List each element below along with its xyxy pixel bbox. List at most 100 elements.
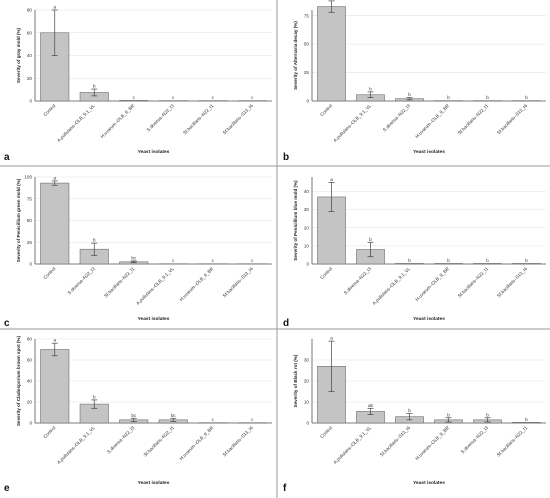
x-tick-label: Sf.bacillaris–N22_I1: [103, 266, 136, 299]
x-tick-label: Control: [319, 266, 333, 280]
significance-letter: bc: [131, 413, 137, 418]
significance-letter: c: [172, 258, 175, 263]
y-tick-label: 30: [304, 358, 310, 363]
y-axis-title: Severity of Penicillium blue mold (%): [293, 180, 298, 261]
y-tick-label: 20: [304, 225, 310, 230]
significance-letter: b: [525, 417, 528, 422]
x-tick-label: H.uvarum–OLB_9_BR: [414, 103, 450, 139]
y-axis-title: Severity of Cladosporium brown spot (%): [16, 335, 21, 426]
significance-letter: a: [53, 175, 56, 180]
panel-e: 0 20 40 60 80 a Control b A.pullulans–OLB_9.1_VL…: [4, 335, 272, 494]
x-tick-label: Sf.bacillaris–N22_I1: [457, 103, 490, 136]
x-tick-label: S.diversa–N22_I3: [146, 103, 176, 133]
y-tick-label: 0: [29, 421, 32, 426]
x-tick-label: Sf.bacillaris–S13_I6: [222, 103, 255, 136]
significance-letter: b: [486, 412, 489, 417]
y-tick-label: 10: [304, 243, 310, 248]
y-tick-label: 20: [27, 400, 33, 405]
bar: [473, 263, 502, 265]
bar: [40, 182, 70, 265]
y-axis-title: Severity of Black rot (%): [293, 354, 298, 407]
x-tick-label: Sf.bacillaris–S13_I6: [496, 103, 529, 136]
x-tick-label: S.diversa–N22_I3: [382, 103, 412, 133]
chart-panels: 0 20 40 60 80 a Control b A.pullulans–OLB_9.1_VL…: [4, 0, 546, 494]
significance-letter: c: [212, 417, 215, 422]
x-tick-label: S.diversa–N22_I3: [106, 425, 136, 455]
panel-letter: d: [283, 318, 289, 329]
y-tick-label: 80: [27, 8, 33, 13]
x-axis-title: Yeast isolates: [413, 149, 445, 155]
x-axis-title: Yeast isolates: [138, 480, 170, 486]
significance-letter: b: [93, 238, 96, 243]
y-tick-label: 50: [27, 218, 33, 223]
panel-f: 0 10 20 30 a Control ab A.pullulans–OLB_9.1_VL b…: [283, 336, 546, 494]
y-tick-label: 75: [27, 196, 33, 201]
x-tick-label: Sf.bacillaris–S13_I6: [222, 266, 255, 299]
x-tick-label: H.uvarum–OLB_9_BR: [179, 266, 215, 302]
significance-letter: b: [369, 237, 372, 242]
x-tick-label: A.pullulans–OLB_9.1_VL: [371, 266, 411, 306]
x-tick-label: Sf.bacillaris–N22_I1: [496, 425, 529, 458]
bar: [119, 100, 149, 102]
y-tick-label: 0: [306, 421, 309, 426]
significance-letter: b: [408, 408, 411, 413]
x-tick-label: S.diversa–N22_I3: [460, 425, 490, 455]
y-tick-label: 40: [304, 189, 310, 194]
panel-letter: a: [4, 152, 10, 163]
y-tick-label: 40: [27, 379, 33, 384]
y-axis-title: Severity of Penicillium green mold (%): [16, 178, 21, 262]
x-tick-label: S.diversa–N22_I3: [67, 266, 97, 296]
panel-a: 0 20 40 60 80 a Control b A.pullulans–OLB_9.1_VL…: [4, 5, 272, 163]
significance-letter: b: [447, 412, 450, 417]
significance-letter: b: [408, 258, 411, 263]
x-tick-label: S.diversa–N22_I3: [343, 266, 373, 296]
x-tick-label: Sf.bacillaris–N22_I1: [143, 425, 176, 458]
significance-letter: b: [408, 92, 411, 97]
panel-letter: b: [283, 152, 289, 163]
significance-letter: b: [486, 258, 489, 263]
panel-d: 0 10 20 30 40 a Control b S.diversa–N22_I3 b A.pul…: [283, 177, 546, 329]
significance-letter: a: [53, 5, 56, 10]
y-tick-label: 20: [304, 379, 310, 384]
panel-letter: e: [4, 483, 10, 494]
bar: [40, 349, 70, 424]
x-tick-label: A.pullulans–OLB_9.1_VL: [332, 425, 372, 465]
significance-letter: c: [212, 258, 215, 263]
significance-letter: a: [330, 336, 333, 341]
bar: [395, 263, 424, 265]
panel-b: 0255075aControlbA.pullulans–OLB_9.1_VLbS…: [283, 0, 546, 163]
panel-c: 0 25 50 75 100 a Control b S.diversa–N22_I3 bc Sf.…: [4, 175, 272, 329]
x-axis-title: Yeast isolates: [413, 316, 445, 322]
y-tick-label: 0: [29, 99, 32, 104]
x-tick-label: Sf.bacillaris–N22_I1: [457, 266, 490, 299]
significance-letter: a: [330, 177, 333, 182]
y-tick-label: 60: [27, 358, 33, 363]
x-tick-label: Control: [319, 103, 333, 117]
significance-letter: b: [447, 95, 450, 100]
y-tick-label: 0: [29, 262, 32, 267]
significance-letter: b: [525, 95, 528, 100]
x-tick-label: Control: [319, 425, 333, 439]
significance-letter: bc: [171, 413, 177, 418]
y-axis-title: Severity of Alternaria decay (%): [293, 21, 298, 90]
significance-letter: c: [172, 95, 175, 100]
significance-letter: b: [486, 95, 489, 100]
x-tick-label: H.uvarum–OLB_9_BR: [414, 425, 450, 461]
y-tick-label: 60: [27, 30, 33, 35]
bar: [512, 263, 541, 265]
x-axis-title: Yeast isolates: [138, 316, 170, 322]
y-tick-label: 10: [304, 400, 310, 405]
significance-letter: c: [251, 95, 254, 100]
y-tick-label: 50: [304, 42, 310, 47]
significance-letter: b: [525, 258, 528, 263]
x-tick-label: Sf.bacillaris–S13_I6: [222, 425, 255, 458]
y-tick-label: 40: [27, 53, 33, 58]
significance-letter: b: [93, 84, 96, 89]
significance-letter: b: [93, 394, 96, 399]
x-tick-label: Sf.bacillaris–S13_I6: [496, 266, 529, 299]
significance-letter: ab: [368, 403, 374, 408]
significance-letter: c: [251, 258, 254, 263]
x-tick-label: Sf.bacillaris–S13_I6: [379, 425, 412, 458]
x-tick-label: A.pullulans–OLB_9.1_VL: [332, 103, 372, 143]
